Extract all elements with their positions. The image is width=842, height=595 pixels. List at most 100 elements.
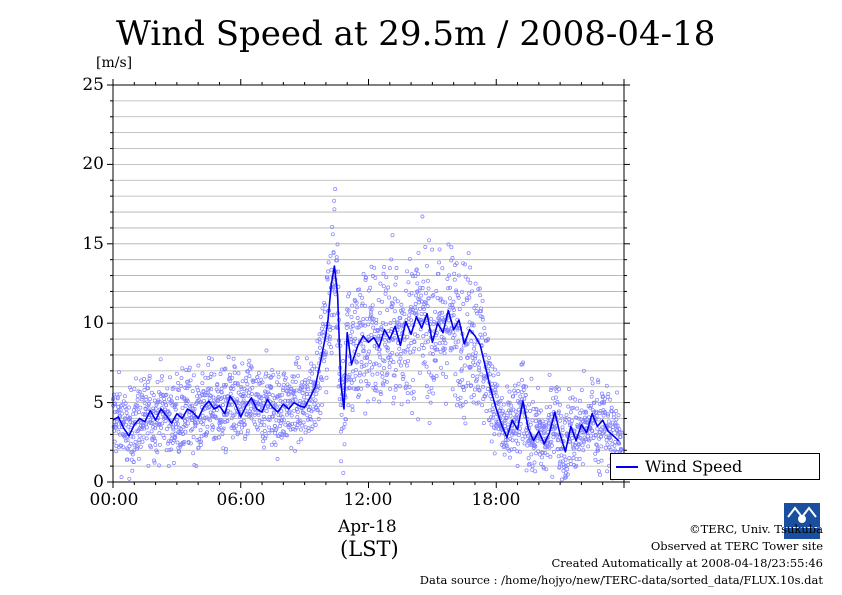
data-point [372,265,377,270]
data-point [211,395,216,400]
data-point [481,384,485,389]
data-point [172,405,177,410]
data-point [391,395,396,400]
data-point [488,372,492,377]
data-point [597,469,601,474]
data-point [457,307,462,312]
data-point [423,340,428,345]
source-text: Data source : /home/hojyo/new/TERC-data/… [419,573,823,587]
data-point [216,395,221,399]
data-point [604,383,609,388]
data-point [599,458,604,463]
data-point [236,371,241,376]
data-point [181,442,186,446]
data-point [328,253,333,258]
data-point [384,275,389,280]
data-point [611,427,616,432]
data-point [468,265,473,270]
data-point [245,431,250,436]
data-point [328,328,333,332]
data-point [460,377,465,382]
data-point [454,261,459,266]
data-point [527,461,532,466]
data-point [122,416,127,421]
data-point [201,422,206,427]
data-point [375,371,380,376]
data-point [390,305,394,310]
data-point [385,348,390,353]
data-point [151,393,156,398]
data-point [352,377,357,382]
data-point [440,299,445,304]
data-point [565,467,570,472]
data-point [534,407,539,412]
data-point [568,410,573,415]
data-point [466,380,471,385]
data-point [119,475,124,480]
data-point [249,406,253,411]
data-point [346,308,351,313]
data-point [146,380,150,385]
data-point [276,374,281,379]
data-point [354,300,359,305]
data-point [368,309,373,314]
data-point [607,445,612,450]
data-point [384,288,389,293]
data-point [469,339,474,344]
data-point [497,432,502,437]
data-point [258,423,263,428]
data-point [393,282,398,287]
data-point [123,438,128,443]
data-point [285,388,290,393]
data-point [345,322,350,327]
data-point [390,350,395,355]
data-point [197,417,202,422]
data-point [149,445,153,450]
data-point [605,412,610,417]
data-point [406,344,411,349]
data-point [417,370,422,375]
y-axis-unit: [m/s] [96,55,133,71]
data-point [276,370,281,375]
data-point [206,362,211,367]
data-point [554,385,559,390]
data-point [431,321,436,326]
data-point [572,451,577,456]
data-point [122,394,127,399]
data-point [590,376,594,381]
data-point [414,267,419,272]
data-point [289,446,294,451]
data-point [436,271,441,276]
grid-lines [113,100,624,467]
data-point [473,350,478,355]
data-point [558,459,563,464]
data-point [604,438,609,443]
data-point [427,389,432,394]
data-point [385,308,390,313]
data-point [452,345,457,350]
data-point [331,250,336,255]
data-point [295,423,300,428]
data-point [315,408,320,413]
data-point [243,378,248,383]
data-point [398,356,403,361]
data-point [364,362,369,367]
data-point [551,435,556,440]
data-point [295,409,300,414]
data-point [433,341,438,346]
data-point [510,438,515,443]
data-point [591,436,596,440]
data-point [501,402,506,407]
data-point [531,399,535,404]
data-point [407,256,412,261]
data-point [323,350,328,355]
data-point [424,384,429,389]
data-point [598,434,603,439]
data-point [565,472,570,477]
data-point [437,260,442,265]
data-point [158,422,163,427]
data-point [132,443,137,448]
data-point [155,379,160,384]
data-point [195,420,200,425]
data-point [451,308,456,312]
